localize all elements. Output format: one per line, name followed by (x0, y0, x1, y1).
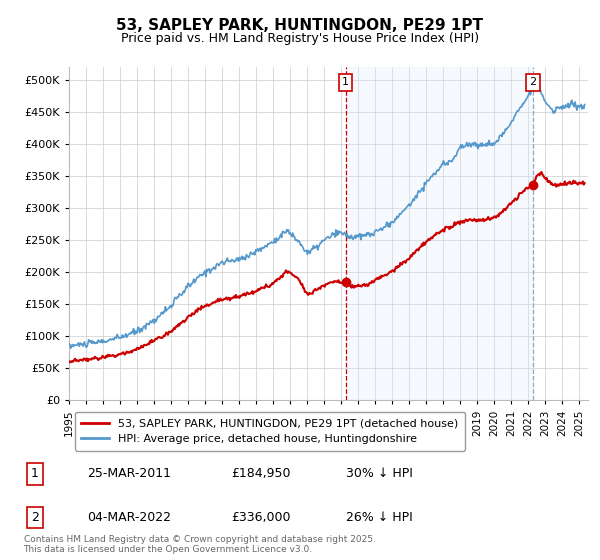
Text: £336,000: £336,000 (231, 511, 290, 524)
Text: 1: 1 (342, 77, 349, 87)
Text: 25-MAR-2011: 25-MAR-2011 (87, 467, 171, 480)
Legend: 53, SAPLEY PARK, HUNTINGDON, PE29 1PT (detached house), HPI: Average price, deta: 53, SAPLEY PARK, HUNTINGDON, PE29 1PT (d… (74, 412, 465, 451)
Text: Price paid vs. HM Land Registry's House Price Index (HPI): Price paid vs. HM Land Registry's House … (121, 31, 479, 45)
Text: 2: 2 (529, 77, 536, 87)
Text: £184,950: £184,950 (231, 467, 290, 480)
Text: 53, SAPLEY PARK, HUNTINGDON, PE29 1PT: 53, SAPLEY PARK, HUNTINGDON, PE29 1PT (116, 18, 484, 32)
Text: 1: 1 (31, 467, 39, 480)
Text: 30% ↓ HPI: 30% ↓ HPI (346, 467, 413, 480)
Text: 26% ↓ HPI: 26% ↓ HPI (346, 511, 413, 524)
Text: Contains HM Land Registry data © Crown copyright and database right 2025.
This d: Contains HM Land Registry data © Crown c… (23, 535, 376, 554)
Text: 04-MAR-2022: 04-MAR-2022 (87, 511, 171, 524)
Text: 2: 2 (31, 511, 39, 524)
Bar (346, 67, 533, 400)
